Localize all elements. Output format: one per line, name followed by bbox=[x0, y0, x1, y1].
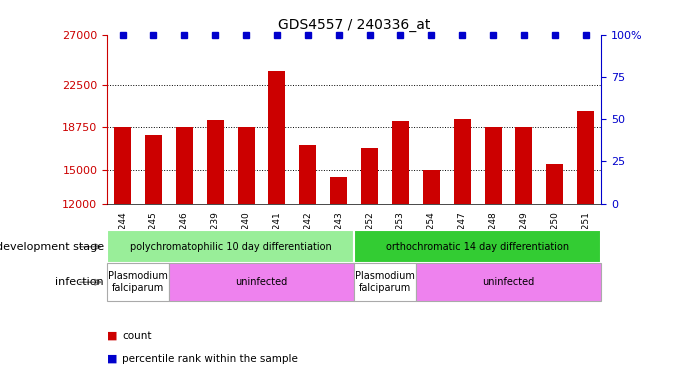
Bar bbox=[207, 120, 224, 204]
Bar bbox=[176, 127, 193, 204]
Text: count: count bbox=[122, 331, 152, 341]
Text: ■: ■ bbox=[107, 331, 117, 341]
Bar bbox=[354, 230, 601, 263]
Text: development stage: development stage bbox=[0, 242, 104, 252]
Text: percentile rank within the sample: percentile rank within the sample bbox=[122, 354, 299, 364]
Text: ■: ■ bbox=[107, 354, 117, 364]
Bar bbox=[547, 164, 563, 204]
Bar bbox=[268, 71, 285, 204]
Bar bbox=[577, 111, 594, 204]
Bar bbox=[145, 135, 162, 204]
Bar bbox=[354, 263, 416, 301]
Text: Plasmodium
falciparum: Plasmodium falciparum bbox=[355, 271, 415, 293]
Bar bbox=[515, 127, 533, 204]
Bar bbox=[169, 263, 354, 301]
Text: uninfected: uninfected bbox=[236, 277, 287, 287]
Bar bbox=[330, 177, 347, 204]
Text: orthochromatic 14 day differentiation: orthochromatic 14 day differentiation bbox=[386, 242, 569, 252]
Bar bbox=[238, 127, 254, 204]
Text: Plasmodium
falciparum: Plasmodium falciparum bbox=[108, 271, 168, 293]
Bar bbox=[299, 145, 316, 204]
Bar bbox=[107, 230, 354, 263]
Bar bbox=[107, 263, 169, 301]
Title: GDS4557 / 240336_at: GDS4557 / 240336_at bbox=[278, 18, 430, 32]
Bar bbox=[423, 170, 440, 204]
Text: uninfected: uninfected bbox=[482, 277, 535, 287]
Bar bbox=[361, 148, 378, 204]
Bar bbox=[392, 121, 409, 204]
Bar bbox=[416, 263, 601, 301]
Bar bbox=[484, 127, 502, 204]
Text: infection: infection bbox=[55, 277, 104, 287]
Text: polychromatophilic 10 day differentiation: polychromatophilic 10 day differentiatio… bbox=[130, 242, 332, 252]
Bar bbox=[114, 127, 131, 204]
Bar bbox=[454, 119, 471, 204]
